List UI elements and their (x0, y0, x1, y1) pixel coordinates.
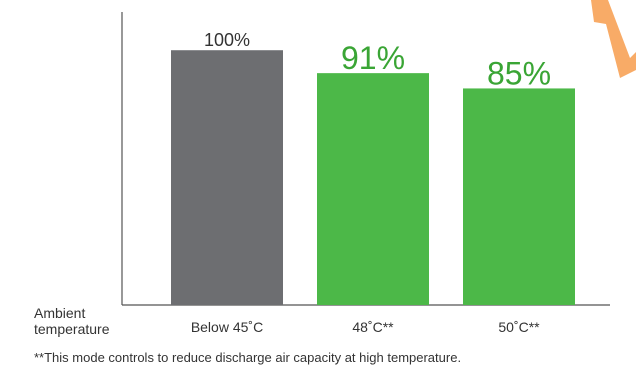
bar (171, 50, 283, 305)
footnote: **This mode controls to reduce discharge… (34, 350, 462, 365)
data-label: 100% (204, 30, 250, 50)
x-axis-title: Ambient temperature (34, 305, 110, 337)
bar (463, 88, 575, 305)
x-tick-label: Below 45˚C (191, 319, 263, 335)
orange-arrow-decoration (546, 0, 636, 90)
x-tick-label: 48˚C** (352, 319, 394, 335)
data-label: 91% (341, 40, 405, 76)
x-tick-label: 50˚C** (498, 319, 540, 335)
bar (317, 73, 429, 305)
data-label: 85% (487, 55, 551, 91)
